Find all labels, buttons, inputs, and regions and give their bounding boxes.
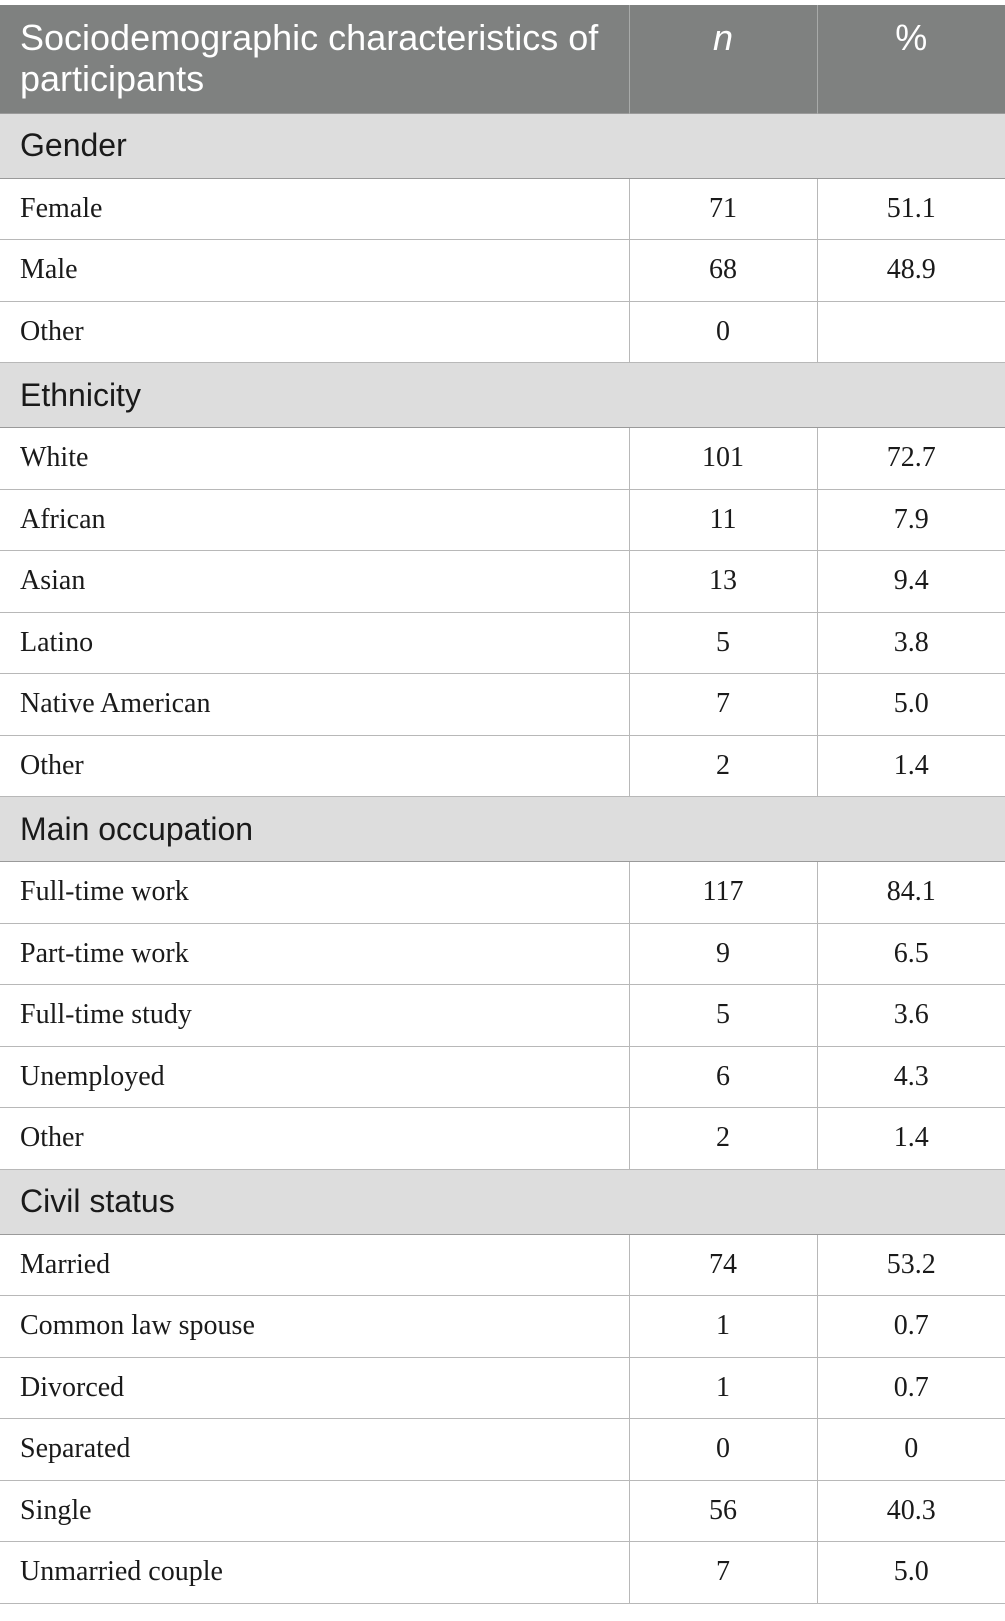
row-percent-value: 84.1	[816, 861, 1005, 924]
row-n-value: 5	[628, 984, 818, 1047]
table-body: Gender Female 71 51.1 Male 68 48.9 Other 0 Ethnic…	[0, 112, 1005, 1604]
section-title: Gender	[0, 112, 1005, 179]
row-label: White	[0, 427, 630, 490]
row-percent-value: 40.3	[816, 1479, 1005, 1542]
row-label: Married	[0, 1233, 630, 1296]
row-n-value: 2	[628, 1107, 818, 1170]
table-row: Asian 13 9.4	[0, 550, 1005, 613]
table-row: African 11 7.9	[0, 488, 1005, 551]
section-title: Ethnicity	[0, 362, 1005, 428]
row-label: Male	[0, 239, 630, 302]
table-row: Separated 0 0	[0, 1418, 1005, 1481]
row-percent-value: 1.4	[816, 734, 1005, 797]
table-row: Single 56 40.3	[0, 1479, 1005, 1542]
table-row: Female 71 51.1	[0, 177, 1005, 240]
section-row: Gender	[0, 112, 1005, 179]
row-n-value: 68	[628, 239, 818, 302]
table-row: Unmarried couple 7 5.0	[0, 1541, 1005, 1604]
row-n-value: 117	[628, 861, 818, 924]
row-label: Other	[0, 300, 630, 363]
header-characteristics: Sociodemographic characteristics of part…	[0, 5, 630, 113]
row-label: Full-time work	[0, 861, 630, 924]
row-label: Other	[0, 734, 630, 797]
row-n-value: 11	[628, 488, 818, 551]
header-percent: %	[817, 5, 1005, 113]
row-label: Unmarried couple	[0, 1541, 630, 1604]
row-percent-value: 0	[816, 1418, 1005, 1481]
row-label: Full-time study	[0, 984, 630, 1047]
row-n-value: 56	[628, 1479, 818, 1542]
row-n-value: 9	[628, 922, 818, 985]
table-row: Unemployed 6 4.3	[0, 1045, 1005, 1108]
row-percent-value: 6.5	[816, 922, 1005, 985]
section-row: Ethnicity	[0, 362, 1005, 428]
table-row: Part-time work 9 6.5	[0, 922, 1005, 985]
header-row: Sociodemographic characteristics of part…	[0, 5, 1005, 113]
row-n-value: 6	[628, 1045, 818, 1108]
section-title: Civil status	[0, 1168, 1005, 1235]
row-percent-value: 3.6	[816, 984, 1005, 1047]
row-label: Common law spouse	[0, 1295, 630, 1358]
row-n-value: 71	[628, 177, 818, 240]
table-row: Male 68 48.9	[0, 239, 1005, 302]
row-n-value: 1	[628, 1295, 818, 1358]
table-row: Full-time work 117 84.1	[0, 861, 1005, 924]
section-title: Main occupation	[0, 796, 1005, 862]
row-n-value: 7	[628, 1541, 818, 1604]
header-n: n	[629, 5, 818, 113]
row-percent-value: 72.7	[816, 427, 1005, 490]
row-label: African	[0, 488, 630, 551]
table-row: Common law spouse 1 0.7	[0, 1295, 1005, 1358]
row-n-value: 13	[628, 550, 818, 613]
table-row: Full-time study 5 3.6	[0, 984, 1005, 1047]
row-percent-value: 53.2	[816, 1233, 1005, 1296]
table-row: Native American 7 5.0	[0, 673, 1005, 736]
table-row: White 101 72.7	[0, 427, 1005, 490]
row-label: Single	[0, 1479, 630, 1542]
row-n-value: 0	[628, 1418, 818, 1481]
row-n-value: 74	[628, 1233, 818, 1296]
row-label: Latino	[0, 611, 630, 674]
row-label: Divorced	[0, 1356, 630, 1419]
row-n-value: 7	[628, 673, 818, 736]
row-label: Native American	[0, 673, 630, 736]
row-percent-value: 5.0	[816, 1541, 1005, 1604]
row-percent-value: 51.1	[816, 177, 1005, 240]
section-row: Main occupation	[0, 796, 1005, 862]
table-row: Other 0	[0, 300, 1005, 363]
row-n-value: 0	[628, 300, 818, 363]
row-percent-value: 0.7	[816, 1356, 1005, 1419]
row-percent-value	[816, 300, 1005, 363]
row-n-value: 101	[628, 427, 818, 490]
row-label: Asian	[0, 550, 630, 613]
row-label: Separated	[0, 1418, 630, 1481]
row-label: Female	[0, 177, 630, 240]
row-percent-value: 9.4	[816, 550, 1005, 613]
row-percent-value: 3.8	[816, 611, 1005, 674]
row-n-value: 5	[628, 611, 818, 674]
table-row: Other 2 1.4	[0, 734, 1005, 797]
row-percent-value: 7.9	[816, 488, 1005, 551]
row-percent-value: 1.4	[816, 1107, 1005, 1170]
table-row: Other 2 1.4	[0, 1107, 1005, 1170]
table-row: Married 74 53.2	[0, 1233, 1005, 1296]
table-header: Sociodemographic characteristics of part…	[0, 5, 1005, 113]
row-percent-value: 48.9	[816, 239, 1005, 302]
table-row: Divorced 1 0.7	[0, 1356, 1005, 1419]
row-label: Part-time work	[0, 922, 630, 985]
row-percent-value: 4.3	[816, 1045, 1005, 1108]
table-row: Latino 5 3.8	[0, 611, 1005, 674]
row-percent-value: 5.0	[816, 673, 1005, 736]
row-n-value: 1	[628, 1356, 818, 1419]
row-percent-value: 0.7	[816, 1295, 1005, 1358]
row-label: Other	[0, 1107, 630, 1170]
demographics-table: Sociodemographic characteristics of part…	[0, 5, 1005, 1604]
row-n-value: 2	[628, 734, 818, 797]
section-row: Civil status	[0, 1168, 1005, 1235]
row-label: Unemployed	[0, 1045, 630, 1108]
